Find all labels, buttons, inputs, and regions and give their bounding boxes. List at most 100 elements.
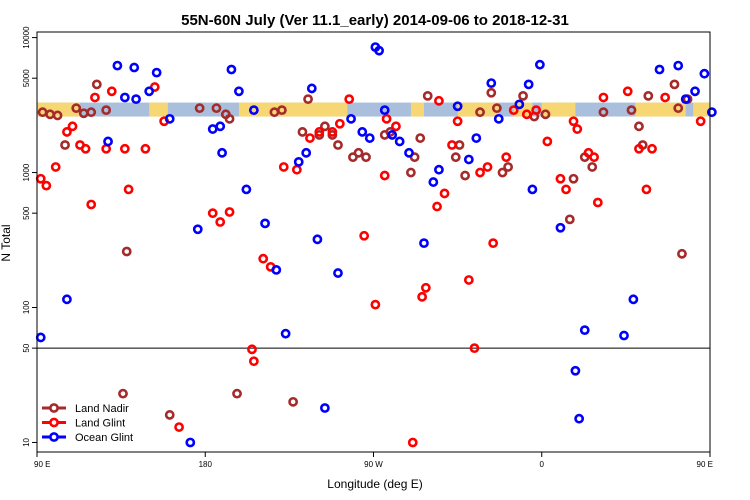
land-glint-point bbox=[407, 437, 418, 448]
land-glint-point bbox=[463, 275, 474, 285]
legend-marker bbox=[49, 403, 59, 413]
land-glint-point bbox=[447, 140, 457, 150]
ocean-glint-point bbox=[619, 330, 629, 341]
land-nadir-point bbox=[673, 103, 684, 114]
ocean-glint-point bbox=[217, 147, 227, 158]
legend-label: Land Glint bbox=[75, 418, 125, 430]
land-nadir-point bbox=[194, 103, 205, 114]
ocean-glint-point bbox=[514, 99, 525, 110]
land-glint-point bbox=[90, 92, 100, 103]
ocean-glint-point bbox=[404, 147, 414, 158]
ocean-glint-point bbox=[486, 78, 497, 89]
ocean-glint-point bbox=[394, 136, 405, 147]
land-glint-point bbox=[62, 127, 72, 137]
land-nadir-point bbox=[460, 170, 471, 181]
legend-label: Ocean Glint bbox=[75, 432, 133, 444]
land-glint-point bbox=[432, 201, 442, 212]
land-glint-point bbox=[501, 152, 512, 163]
ocean-glint-point bbox=[319, 403, 330, 413]
land-nadir-point bbox=[598, 107, 609, 118]
ocean-glint-point bbox=[579, 325, 590, 336]
land-glint-point bbox=[420, 282, 431, 293]
ocean-glint-point bbox=[112, 60, 123, 71]
land-glint-point bbox=[589, 152, 599, 163]
land-nadir-point bbox=[669, 79, 680, 90]
land-glint-point bbox=[207, 208, 218, 219]
ocean-glint-point bbox=[192, 224, 203, 235]
land-glint-point bbox=[417, 291, 428, 302]
ocean-glint-point bbox=[306, 83, 317, 94]
chart-title: 55N-60N July (Ver 11.1_early) 2014-09-06… bbox=[181, 12, 569, 29]
land-segment bbox=[410, 102, 424, 117]
ocean-glint-point bbox=[260, 218, 270, 229]
y-tick-label: 50 bbox=[22, 343, 31, 352]
land-glint-point bbox=[592, 197, 603, 208]
x-tick-label: 90 E bbox=[697, 460, 713, 469]
land-glint-point bbox=[314, 127, 325, 137]
land-segment bbox=[149, 102, 168, 117]
ocean-glint-point bbox=[144, 86, 155, 97]
land-nadir-point bbox=[71, 103, 82, 114]
land-glint-point bbox=[41, 180, 52, 191]
land-nadir-point bbox=[91, 79, 102, 90]
land-glint-point bbox=[531, 105, 542, 116]
ocean-glint-point bbox=[493, 113, 504, 124]
land-nadir-point bbox=[52, 110, 63, 121]
x-tick-label: 180 bbox=[199, 460, 213, 469]
land-nadir-point bbox=[361, 152, 371, 163]
ocean-glint-point bbox=[699, 68, 710, 79]
land-glint-point bbox=[370, 299, 381, 310]
land-nadir-point bbox=[643, 90, 654, 101]
ocean-glint-point bbox=[452, 101, 463, 112]
land-nadir-point bbox=[518, 90, 528, 101]
land-glint-point bbox=[572, 124, 583, 134]
ocean-glint-point bbox=[301, 147, 312, 158]
y-axis-ticks: 10 50 100 500 1000 5000 10000 bbox=[22, 26, 37, 447]
land-glint-point bbox=[86, 199, 97, 210]
ocean-glint-point bbox=[527, 184, 538, 195]
x-axis-label: Longitude (deg E) bbox=[327, 477, 422, 491]
ocean-glint-point bbox=[387, 130, 398, 140]
land-nadir-point bbox=[303, 94, 313, 105]
land-glint-point bbox=[305, 133, 315, 143]
land-nadir-point bbox=[232, 388, 242, 399]
land-nadir-point bbox=[297, 127, 308, 137]
ocean-glint-point bbox=[131, 94, 141, 105]
land-glint-point bbox=[224, 207, 235, 217]
land-glint-point bbox=[660, 92, 671, 103]
legend: Land Nadir Land Glint Ocean Glint bbox=[42, 403, 133, 444]
y-tick-label: 5000 bbox=[22, 69, 31, 87]
land-glint-point bbox=[439, 188, 450, 199]
land-glint-point bbox=[555, 173, 566, 184]
x-tick-label: 0 bbox=[540, 460, 545, 469]
ocean-glint-point bbox=[119, 92, 130, 103]
land-glint-point bbox=[80, 143, 91, 154]
ocean-glint-point bbox=[706, 107, 717, 118]
legend-label: Land Nadir bbox=[75, 403, 129, 415]
land-nadir-point bbox=[564, 214, 575, 225]
land-glint-point bbox=[106, 86, 117, 97]
land-glint-point bbox=[344, 94, 355, 105]
land-glint-point bbox=[561, 184, 571, 195]
y-tick-label: 1000 bbox=[22, 163, 31, 181]
ocean-glint-point bbox=[374, 45, 385, 56]
land-nadir-point bbox=[60, 140, 70, 150]
land-glint-point bbox=[278, 162, 289, 172]
land-nadir-point bbox=[587, 162, 598, 172]
land-nadir-point bbox=[86, 107, 97, 118]
land-nadir-point bbox=[353, 147, 364, 158]
land-nadir-point bbox=[164, 410, 175, 420]
land-nadir-point bbox=[540, 109, 551, 120]
land-glint-point bbox=[119, 143, 130, 154]
land-glint-point bbox=[391, 121, 401, 132]
ocean-glint-point bbox=[379, 105, 390, 116]
ocean-glint-point bbox=[185, 437, 196, 448]
land-glint-point bbox=[482, 162, 493, 172]
ocean-glint-point bbox=[673, 60, 684, 71]
ocean-glint-point bbox=[103, 136, 113, 147]
ocean-glint-point bbox=[463, 154, 474, 165]
ocean-glint-point bbox=[574, 413, 585, 424]
land-segment bbox=[635, 102, 686, 117]
land-segment bbox=[693, 102, 710, 117]
